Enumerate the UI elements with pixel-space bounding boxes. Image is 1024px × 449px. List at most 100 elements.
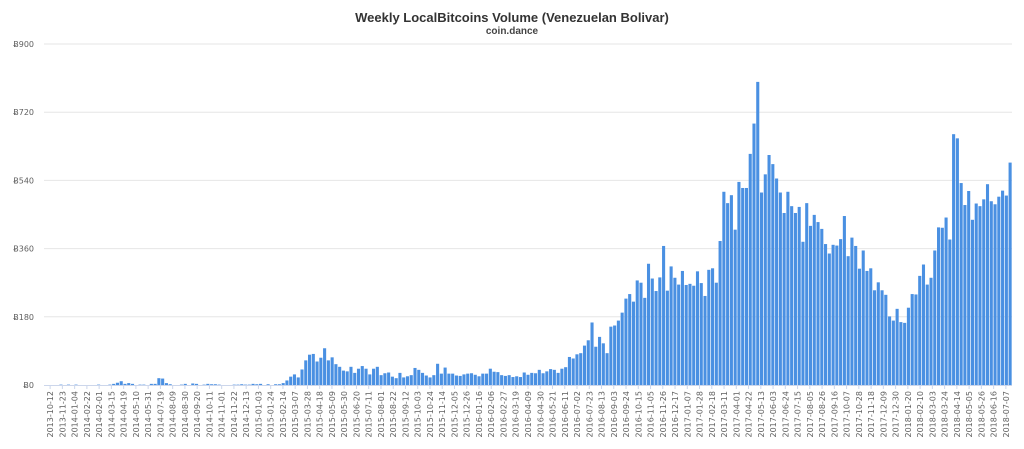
bar <box>533 373 538 385</box>
bar <box>462 374 466 385</box>
bar <box>481 373 485 385</box>
bar <box>360 366 364 385</box>
bar <box>888 316 892 385</box>
bar <box>970 219 974 385</box>
bar <box>816 222 820 385</box>
x-tick-label: 2017-06-24 <box>781 391 790 438</box>
x-tick-label: 2015-12-26 <box>463 391 472 438</box>
bar <box>790 206 794 385</box>
bar <box>522 372 526 385</box>
bar <box>582 345 587 385</box>
x-tick-label: 2017-08-05 <box>806 391 815 438</box>
x-tick-label: 2016-02-27 <box>499 391 508 438</box>
x-tick-label: 2018-03-24 <box>941 391 950 438</box>
bar <box>594 346 598 385</box>
bar <box>289 376 293 385</box>
bar <box>639 282 643 385</box>
bar <box>183 383 187 385</box>
x-tick-label: 2018-04-14 <box>953 391 962 438</box>
x-tick-label: 2015-05-09 <box>328 391 337 438</box>
bar <box>771 164 775 385</box>
chart-title: Weekly LocalBitcoins Volume (Venezuelan … <box>355 10 669 25</box>
bar <box>767 155 771 385</box>
x-tick-label: 2015-10-03 <box>414 391 423 438</box>
bars <box>59 81 1012 385</box>
x-tick-label: 2014-11-22 <box>230 391 239 438</box>
bar <box>511 377 515 385</box>
x-tick-label: 2016-04-30 <box>536 391 545 438</box>
bar <box>624 298 628 385</box>
x-tick-label: 2015-06-20 <box>352 391 361 438</box>
bar <box>778 192 782 385</box>
bar <box>315 361 319 385</box>
x-tick-label: 2014-11-01 <box>218 391 227 438</box>
bar <box>311 353 315 385</box>
bar <box>409 375 413 385</box>
chart-subtitle: coin.dance <box>485 26 539 37</box>
x-tick-label: 2015-04-18 <box>316 391 325 438</box>
y-tick-label: Ƀ720 <box>13 108 34 117</box>
x-tick-label: 2016-06-11 <box>561 391 570 438</box>
bar <box>319 357 323 385</box>
bar <box>518 377 523 385</box>
x-tick-label: 2014-02-01 <box>95 391 104 438</box>
bar <box>353 372 357 385</box>
bar <box>413 367 417 385</box>
bar <box>699 283 703 385</box>
x-tick-label: 2014-10-11 <box>205 391 214 438</box>
bar <box>274 384 278 385</box>
bar <box>466 373 470 385</box>
bar <box>786 191 790 385</box>
bar <box>918 275 922 385</box>
x-tick-label: 2017-10-28 <box>855 391 864 438</box>
bar <box>526 374 530 385</box>
bar <box>876 282 880 385</box>
bar <box>646 263 651 385</box>
bar <box>432 375 436 385</box>
bar <box>213 384 217 385</box>
x-tick-label: 2014-07-19 <box>156 391 165 438</box>
bar <box>372 368 376 385</box>
x-tick-label: 2015-07-11 <box>365 391 374 438</box>
bar <box>240 384 244 385</box>
bar <box>436 363 440 385</box>
x-tick-label: 2015-01-24 <box>267 391 276 438</box>
bar <box>914 294 918 385</box>
x-tick-label: 2018-07-07 <box>1002 391 1011 438</box>
bar <box>251 383 255 385</box>
bar <box>394 378 398 385</box>
bar <box>974 203 978 385</box>
x-tick-label: 2016-02-06 <box>487 391 496 438</box>
bar <box>891 320 895 385</box>
bar <box>703 295 707 385</box>
bar <box>692 285 696 385</box>
x-tick-label: 2016-10-15 <box>634 391 643 438</box>
bar <box>808 225 813 385</box>
bar <box>500 375 504 385</box>
bar <box>741 187 745 385</box>
bar <box>387 372 391 385</box>
x-tick-label: 2017-04-22 <box>745 391 754 438</box>
x-tick-label: 2014-05-31 <box>144 391 153 438</box>
x-tick-label: 2014-04-19 <box>120 391 129 438</box>
bar <box>266 384 270 385</box>
bar <box>549 369 553 385</box>
x-tick-label: 2015-11-14 <box>438 391 447 438</box>
x-tick-label: 2016-12-17 <box>671 391 680 438</box>
bar <box>398 372 402 385</box>
x-tick-label: 2015-08-01 <box>377 391 386 438</box>
bar <box>590 322 594 385</box>
x-tick-label: 2017-05-13 <box>757 391 766 438</box>
bar <box>654 291 658 385</box>
x-tick-label: 2016-05-21 <box>549 391 558 438</box>
bar <box>952 134 956 385</box>
bar <box>895 308 899 385</box>
bar <box>507 375 511 385</box>
bar <box>959 183 963 385</box>
bar <box>112 383 116 385</box>
bar <box>835 245 839 385</box>
bar <box>541 373 545 385</box>
x-tick-label: 2016-09-24 <box>622 391 631 438</box>
bar <box>341 370 345 385</box>
y-tick-label: Ƀ540 <box>13 176 34 185</box>
